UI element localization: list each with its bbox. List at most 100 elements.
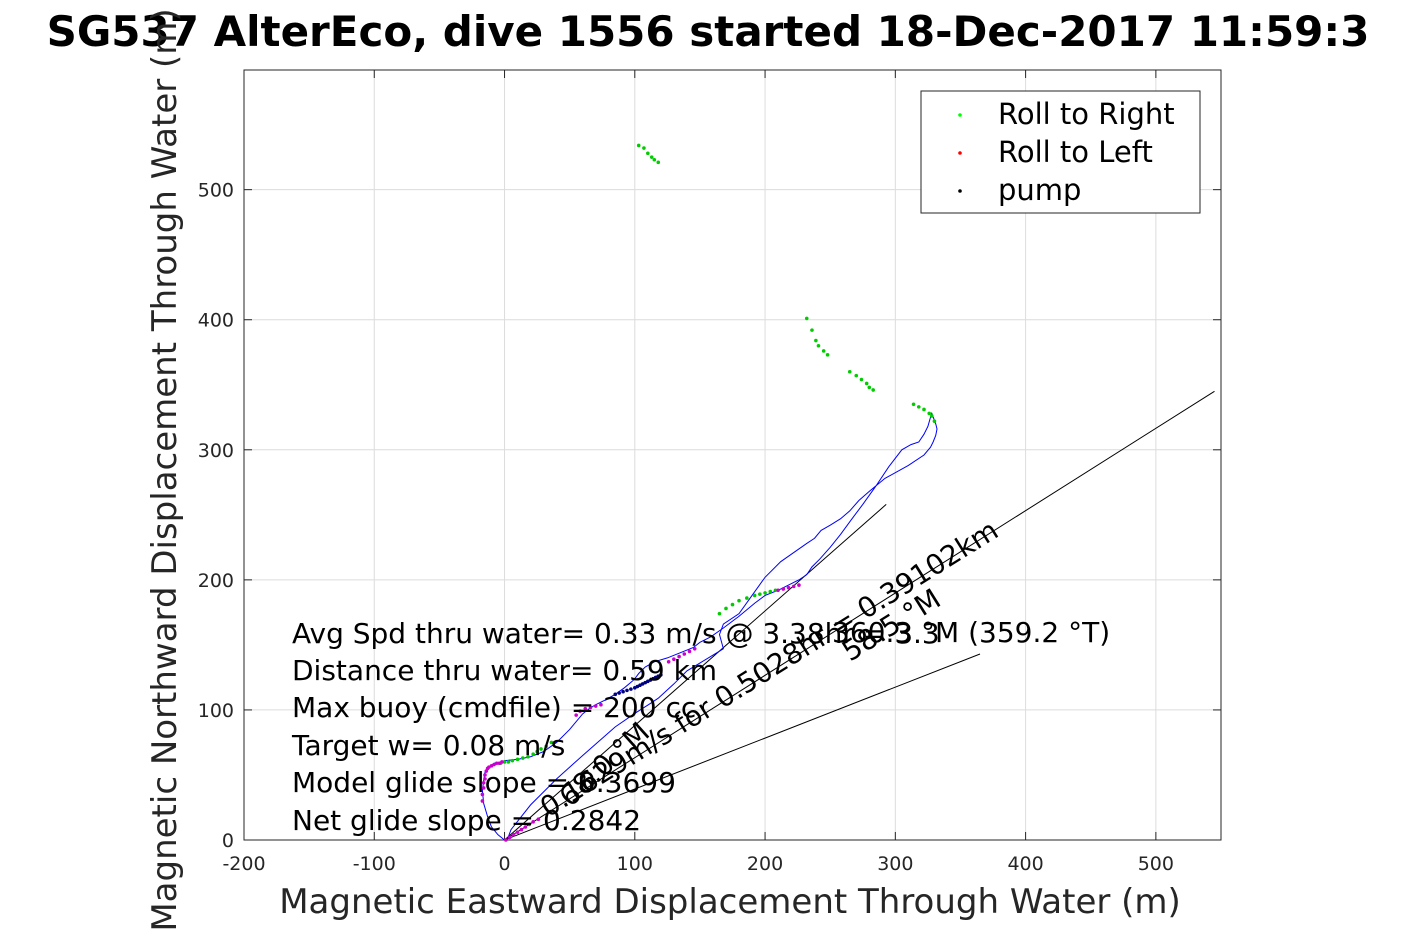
roll-right-point bbox=[549, 740, 554, 745]
annotation-line bbox=[504, 504, 887, 841]
roll-left-point bbox=[786, 585, 791, 590]
annotation-distance: Distance thru water= 0.59 km bbox=[292, 654, 717, 687]
roll-right-point bbox=[758, 592, 762, 596]
roll-right-point bbox=[922, 407, 926, 412]
roll-left-point bbox=[791, 584, 796, 589]
chart-title: SG537 AlterEco, dive 1556 started 18-Dec… bbox=[47, 7, 1370, 56]
annotation-line bbox=[504, 390, 1215, 841]
roll-right-point bbox=[911, 402, 916, 407]
annotation-avg-speed: Avg Spd thru water= 0.33 m/s @ 3.38hr = … bbox=[292, 617, 940, 650]
annotation-model-glide: Model glide slope = 0.3699 bbox=[292, 766, 676, 799]
legend-marker-roll-left bbox=[958, 151, 962, 155]
roll-right-point bbox=[649, 155, 654, 159]
x-tick-label: -100 bbox=[353, 853, 396, 875]
roll-left-point bbox=[527, 822, 532, 827]
roll-left-points bbox=[480, 583, 801, 842]
dive-track-line bbox=[481, 411, 938, 841]
roll-left-point bbox=[494, 761, 499, 766]
roll-right-point bbox=[717, 611, 722, 616]
x-tick-label: 300 bbox=[877, 853, 913, 875]
roll-right-point bbox=[773, 588, 778, 593]
roll-right-point bbox=[847, 369, 852, 374]
roll-right-point bbox=[531, 752, 535, 756]
roll-right-point bbox=[526, 754, 530, 759]
roll-right-point bbox=[642, 146, 646, 150]
roll-right-point bbox=[510, 758, 515, 763]
roll-left-point bbox=[776, 588, 780, 593]
y-tick-labels: 0 100 200 300 400 500 bbox=[198, 180, 234, 852]
x-tick-labels: -200 -100 0 100 200 300 400 500 bbox=[222, 853, 1174, 875]
roll-right-point bbox=[768, 589, 773, 594]
roll-right-point bbox=[636, 143, 641, 148]
annotation-target-w: Target w= 0.08 m/s bbox=[291, 729, 565, 762]
legend-marker-roll-right bbox=[958, 113, 962, 117]
pump-point bbox=[659, 673, 663, 677]
roll-left-point bbox=[583, 706, 588, 711]
roll-right-point bbox=[814, 338, 818, 343]
legend-box bbox=[920, 90, 1201, 214]
roll-right-point bbox=[821, 349, 826, 353]
roll-right-point bbox=[927, 411, 932, 416]
roll-left-point bbox=[500, 760, 504, 764]
roll-right-point bbox=[916, 405, 921, 409]
roll-right-points bbox=[498, 143, 937, 766]
roll-left-point bbox=[677, 654, 681, 659]
roll-right-point bbox=[539, 747, 543, 751]
legend: Roll to Right Roll to Left pump bbox=[920, 90, 1201, 214]
roll-left-point bbox=[507, 835, 512, 840]
roll-right-point bbox=[520, 756, 525, 760]
tick-marks bbox=[243, 70, 1221, 841]
roll-right-point bbox=[810, 328, 814, 332]
annotation-line bbox=[504, 653, 981, 841]
roll-left-point bbox=[511, 832, 516, 837]
roll-left-point bbox=[797, 583, 801, 587]
roll-left-point bbox=[483, 777, 487, 781]
roll-left-point bbox=[588, 705, 593, 710]
roll-left-point bbox=[515, 830, 520, 834]
pump-points bbox=[613, 673, 663, 697]
roll-right-point bbox=[871, 388, 875, 392]
pump-point bbox=[621, 689, 625, 694]
roll-left-point bbox=[531, 819, 535, 824]
annotation-block: Avg Spd thru water= 0.33 m/s @ 3.38hr = … bbox=[291, 616, 1110, 837]
roll-right-point bbox=[544, 744, 549, 749]
roll-right-point bbox=[515, 757, 520, 762]
roll-right-point bbox=[506, 760, 511, 764]
y-tick-label: 0 bbox=[222, 830, 234, 852]
x-tick-label: 200 bbox=[747, 853, 783, 875]
roll-left-point bbox=[519, 827, 524, 832]
roll-left-point bbox=[672, 657, 676, 662]
roll-left-point bbox=[692, 647, 697, 651]
y-axis-label: Magnetic Northward Displacement Through … bbox=[145, 8, 185, 931]
roll-left-point bbox=[483, 773, 487, 777]
roll-right-point bbox=[825, 353, 830, 357]
roll-left-point bbox=[536, 817, 541, 821]
x-tick-label: 0 bbox=[498, 853, 510, 875]
roll-left-point bbox=[480, 799, 485, 803]
x-tick-label: 400 bbox=[1007, 853, 1043, 875]
roll-left-point bbox=[682, 652, 687, 656]
roll-left-point bbox=[666, 660, 671, 664]
roll-right-point bbox=[932, 419, 937, 423]
roll-left-point bbox=[599, 702, 603, 707]
legend-marker-pump bbox=[958, 189, 962, 193]
roll-left-point bbox=[574, 713, 578, 717]
plot-frame bbox=[243, 69, 1222, 841]
roll-right-point bbox=[859, 377, 864, 382]
roll-right-point bbox=[854, 373, 859, 378]
roll-right-point bbox=[867, 385, 872, 390]
y-tick-label: 500 bbox=[198, 180, 234, 202]
y-tick-label: 300 bbox=[198, 440, 234, 462]
roll-left-point bbox=[523, 825, 528, 829]
y-tick-label: 200 bbox=[198, 570, 234, 592]
y-tick-label: 100 bbox=[198, 700, 234, 722]
roll-right-point bbox=[646, 151, 650, 156]
roll-right-point bbox=[804, 316, 809, 321]
roll-right-point bbox=[656, 160, 661, 165]
y-tick-label: 400 bbox=[198, 310, 234, 332]
roll-right-point bbox=[752, 593, 757, 598]
pump-point bbox=[617, 691, 621, 695]
roll-right-point bbox=[502, 760, 507, 764]
